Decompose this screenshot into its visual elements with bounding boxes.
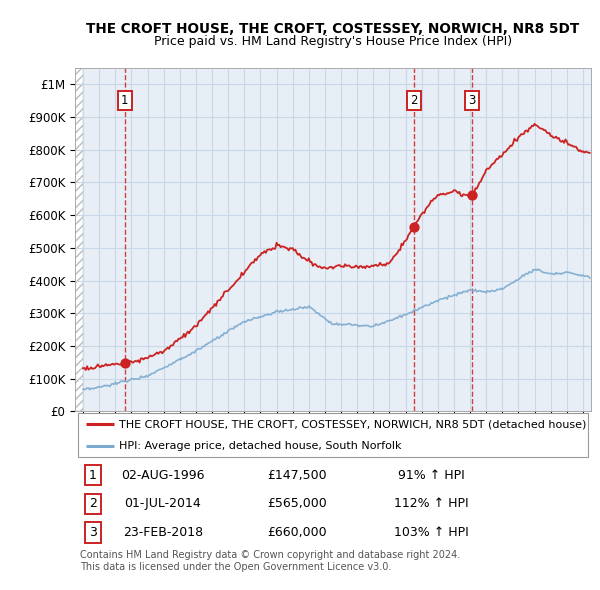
Point — [467, 191, 477, 200]
Text: 23-FEB-2018: 23-FEB-2018 — [122, 526, 203, 539]
Text: £660,000: £660,000 — [267, 526, 326, 539]
Text: 103% ↑ HPI: 103% ↑ HPI — [394, 526, 469, 539]
Text: THE CROFT HOUSE, THE CROFT, COSTESSEY, NORWICH, NR8 5DT: THE CROFT HOUSE, THE CROFT, COSTESSEY, N… — [86, 22, 580, 37]
Text: 2: 2 — [89, 497, 97, 510]
Text: Price paid vs. HM Land Registry's House Price Index (HPI): Price paid vs. HM Land Registry's House … — [154, 35, 512, 48]
Text: HPI: Average price, detached house, South Norfolk: HPI: Average price, detached house, Sout… — [119, 441, 401, 451]
FancyBboxPatch shape — [77, 414, 589, 457]
Text: £565,000: £565,000 — [267, 497, 327, 510]
Text: 02-AUG-1996: 02-AUG-1996 — [121, 468, 205, 481]
Text: 112% ↑ HPI: 112% ↑ HPI — [394, 497, 469, 510]
Text: 1: 1 — [121, 94, 128, 107]
Text: 01-JUL-2014: 01-JUL-2014 — [124, 497, 201, 510]
Text: £147,500: £147,500 — [267, 468, 326, 481]
Text: 1: 1 — [89, 468, 97, 481]
Text: Contains HM Land Registry data © Crown copyright and database right 2024.
This d: Contains HM Land Registry data © Crown c… — [80, 550, 460, 572]
Text: 3: 3 — [469, 94, 476, 107]
Text: 3: 3 — [89, 526, 97, 539]
Text: THE CROFT HOUSE, THE CROFT, COSTESSEY, NORWICH, NR8 5DT (detached house): THE CROFT HOUSE, THE CROFT, COSTESSEY, N… — [119, 419, 586, 430]
Text: 2: 2 — [410, 94, 418, 107]
Point — [409, 222, 418, 231]
Point — [120, 358, 130, 368]
Text: 91% ↑ HPI: 91% ↑ HPI — [398, 468, 464, 481]
